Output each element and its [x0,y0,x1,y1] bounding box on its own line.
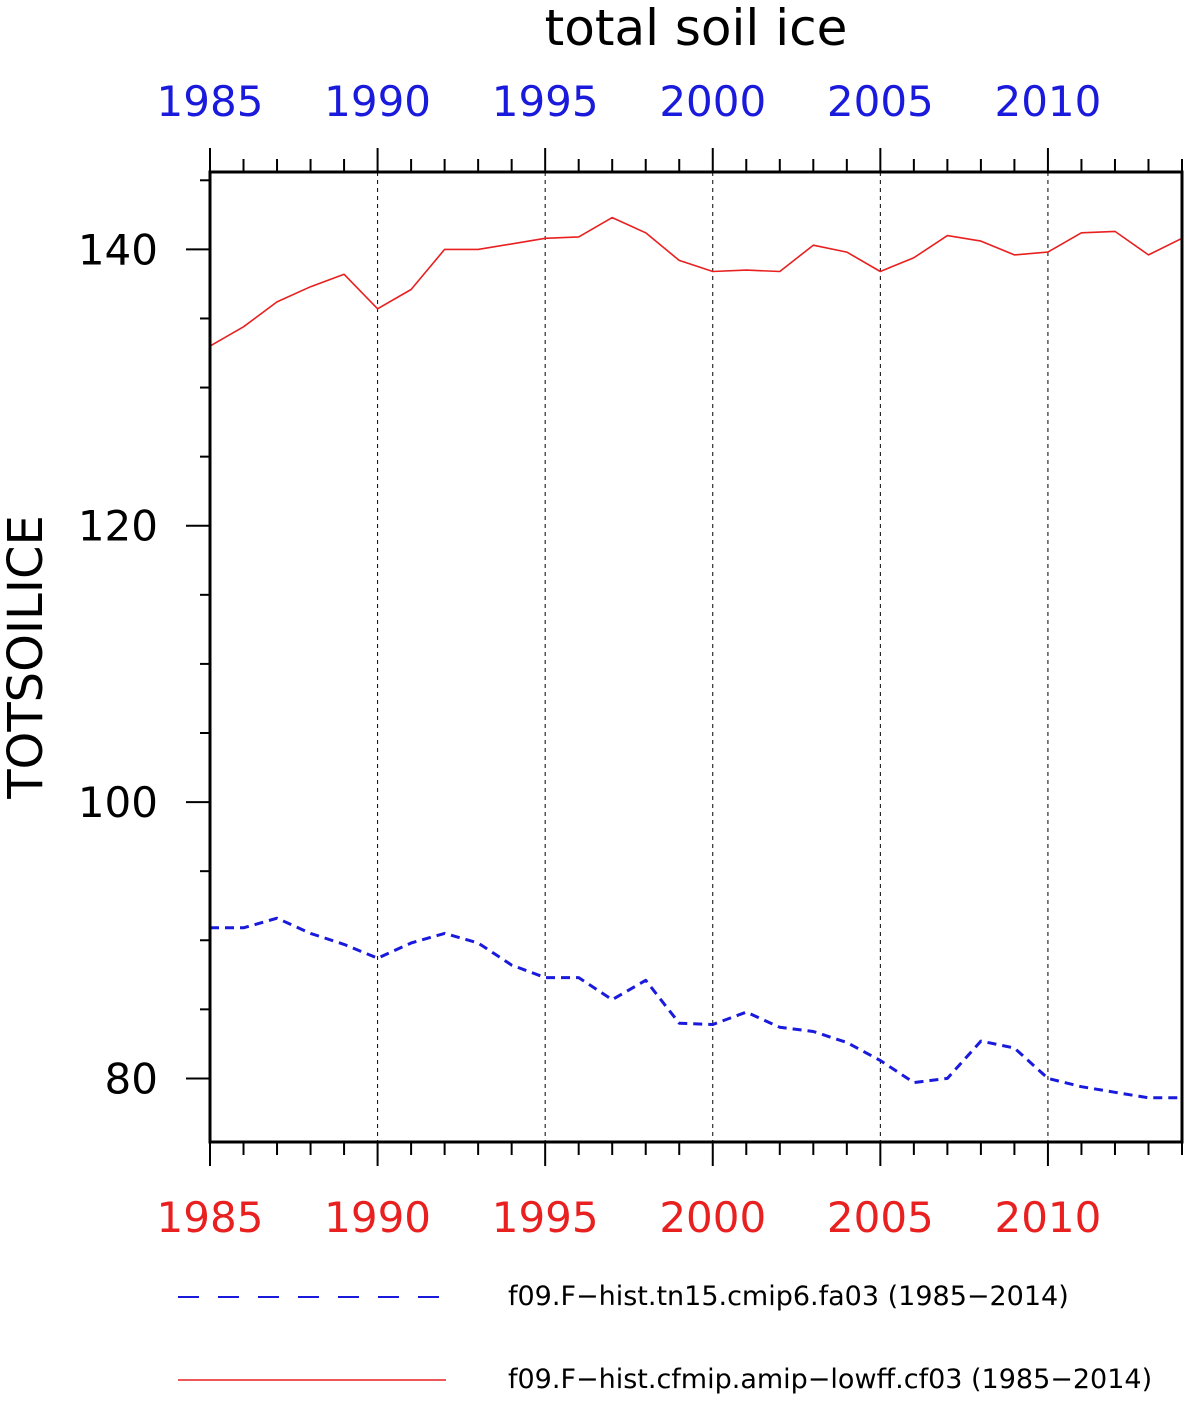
series-line-2 [209,216,1183,347]
x-tick-label-bottom-2000: 2000 [659,1193,766,1242]
axes-layer [186,148,1184,1166]
legend-label-2: f09.F−hist.cfmip.amip−lowff.cf03 (1985−2… [508,1364,1152,1395]
chart-title: total soil ice [545,0,848,57]
y-tick-label-120: 120 [78,502,158,551]
y-axis-label: TOTSOILICE [0,515,54,800]
x-tick-label-top-1995: 1995 [492,77,599,126]
x-tick-label-bottom-1985: 1985 [157,1193,264,1242]
x-tick-label-top-1990: 1990 [324,77,431,126]
series-layer [209,216,1183,1100]
plot-frame [208,170,1184,1144]
legend-layer: f09.F−hist.tn15.cmip6.fa03 (1985−2014) f0… [178,1281,1152,1395]
series-line-1 [210,916,1182,1100]
x-tick-label-top-2010: 2010 [994,77,1101,126]
label-layer: 1985 1985 1990 1990 1995 1995 2000 2000 2005 2005… [0,0,1101,1242]
legend-label-1: f09.F−hist.tn15.cmip6.fa03 (1985−2014) [508,1281,1069,1312]
y-tick-label-80: 80 [105,1054,158,1103]
x-tick-label-bottom-1995: 1995 [492,1193,599,1242]
y-tick-label-140: 140 [78,225,158,274]
x-tick-label-bottom-2005: 2005 [827,1193,934,1242]
grid-layer [377,172,1049,1142]
x-tick-label-bottom-1990: 1990 [324,1193,431,1242]
x-tick-label-top-2000: 2000 [659,77,766,126]
x-tick-label-top-2005: 2005 [827,77,934,126]
x-tick-label-top-1985: 1985 [157,77,264,126]
y-tick-label-100: 100 [78,778,158,827]
x-tick-label-bottom-2010: 2010 [994,1193,1101,1242]
